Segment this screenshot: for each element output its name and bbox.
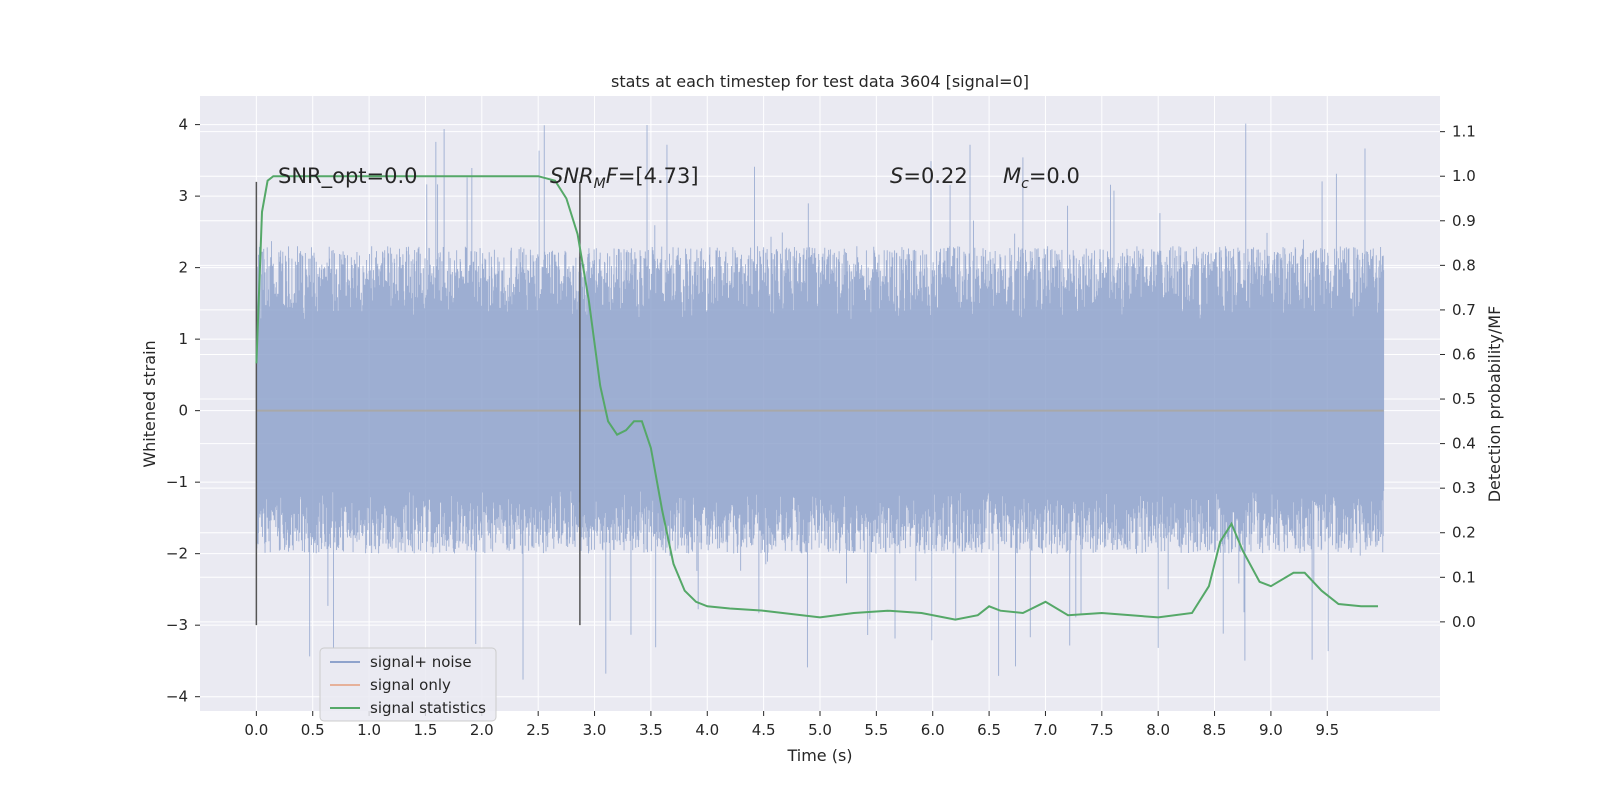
vertical-markers xyxy=(255,181,581,626)
signal-statistics-line xyxy=(255,175,1378,621)
y-tick-label: −4 xyxy=(166,688,188,706)
x-tick-label: 5.5 xyxy=(864,721,888,739)
y-axis-ticks: −4 −3 −2 −1 0 1 2 3 4 xyxy=(166,116,200,706)
x-tick-label: 4.0 xyxy=(695,721,719,739)
legend-box xyxy=(319,647,497,722)
x-tick-label: 8.0 xyxy=(1146,721,1170,739)
x-tick-label: 1.5 xyxy=(414,721,438,739)
signal-statistics-trace xyxy=(255,175,1378,621)
x-tick-label: 9.5 xyxy=(1315,721,1339,739)
annotation-s: S=0.22 xyxy=(890,164,968,188)
y-tick-label: 3 xyxy=(178,187,188,205)
y-right-tick-label: 1.1 xyxy=(1452,123,1476,141)
x-tick-label: 1.0 xyxy=(357,721,381,739)
y-right-axis-label: Detection probability/MF xyxy=(1485,306,1504,503)
x-tick-label: 6.5 xyxy=(977,721,1001,739)
x-tick-label: 4.5 xyxy=(752,721,776,739)
y-right-tick-label: 0.7 xyxy=(1452,301,1476,319)
y-right-axis-ticks: 0.0 0.1 0.2 0.3 0.4 0.5 0.6 0.7 0.8 0.9 1.0 1.1 xyxy=(1440,123,1476,631)
annotation-snr-mf: SNRMF=[4.73] xyxy=(550,164,699,192)
x-tick-label: 2.5 xyxy=(526,721,550,739)
y-right-tick-label: 0.4 xyxy=(1452,435,1476,453)
x-tick-label: 3.5 xyxy=(639,721,663,739)
x-tick-label: 8.5 xyxy=(1203,721,1227,739)
y-right-tick-label: 0.5 xyxy=(1452,390,1476,408)
y-tick-label: −1 xyxy=(166,473,188,491)
x-axis-label: Time (s) xyxy=(786,746,852,765)
x-tick-label: 0.5 xyxy=(301,721,325,739)
legend-label-signal-only: signal only xyxy=(370,676,451,694)
y-tick-label: −3 xyxy=(166,616,188,634)
annotation-mc: Mc=0.0 xyxy=(1003,164,1080,192)
y-right-tick-label: 0.6 xyxy=(1452,345,1476,363)
legend-label-signal-statistics: signal statistics xyxy=(370,699,486,717)
y-tick-label: −2 xyxy=(166,545,188,563)
x-tick-label: 3.0 xyxy=(583,721,607,739)
y-right-tick-label: 0.9 xyxy=(1452,212,1476,230)
y-right-tick-label: 1.0 xyxy=(1452,167,1476,185)
y-right-tick-label: 0.1 xyxy=(1452,568,1476,586)
y-right-tick-label: 0.0 xyxy=(1452,613,1476,631)
x-tick-label: 7.0 xyxy=(1034,721,1058,739)
chart-title: stats at each timestep for test data 360… xyxy=(611,72,1029,91)
x-tick-label: 7.5 xyxy=(1090,721,1114,739)
y-right-tick-label: 0.2 xyxy=(1452,524,1476,542)
x-axis-ticks: 0.0 0.5 1.0 1.5 2.0 2.5 3.0 3.5 4.0 4.5 5.0 5.5 6.0 6… xyxy=(244,711,1339,739)
x-tick-label: 5.0 xyxy=(808,721,832,739)
y-tick-label: 4 xyxy=(178,116,188,134)
y-tick-label: 0 xyxy=(178,402,188,420)
legend-label-signal-noise: signal+ noise xyxy=(370,653,472,671)
y-axis-label: Whitened strain xyxy=(140,340,159,467)
x-tick-label: 2.0 xyxy=(470,721,494,739)
x-tick-label: 6.0 xyxy=(921,721,945,739)
x-tick-label: 9.0 xyxy=(1259,721,1283,739)
y-right-tick-label: 0.3 xyxy=(1452,479,1476,497)
y-tick-label: 2 xyxy=(178,259,188,277)
y-tick-label: 1 xyxy=(178,330,188,348)
annotation-snr-opt: SNR_opt=0.0 xyxy=(278,164,418,189)
y-right-tick-label: 0.8 xyxy=(1452,256,1476,274)
legend: signal+ noise signal only signal statist… xyxy=(319,647,497,722)
x-tick-label: 0.0 xyxy=(244,721,268,739)
